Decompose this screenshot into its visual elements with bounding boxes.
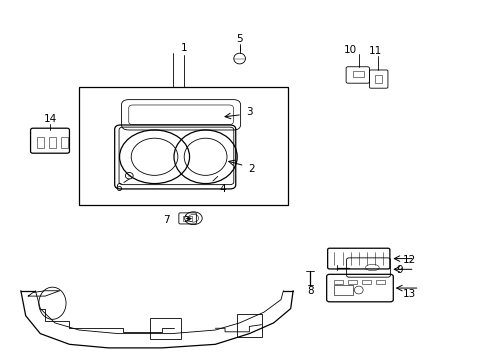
Bar xyxy=(334,280,343,284)
Bar xyxy=(183,216,187,221)
Bar xyxy=(61,137,68,148)
Text: 12: 12 xyxy=(403,255,416,265)
Text: 7: 7 xyxy=(163,215,170,225)
Bar xyxy=(79,87,287,205)
Text: 4: 4 xyxy=(219,184,225,194)
Text: 11: 11 xyxy=(368,46,382,57)
Text: 2: 2 xyxy=(248,164,255,174)
Bar xyxy=(188,216,192,221)
Bar xyxy=(375,280,384,284)
Bar xyxy=(49,137,56,148)
Bar xyxy=(352,71,363,77)
Bar xyxy=(237,314,261,337)
Text: 5: 5 xyxy=(236,34,243,44)
Bar xyxy=(334,285,352,296)
Bar xyxy=(361,280,370,284)
Bar xyxy=(374,75,381,83)
Text: 6: 6 xyxy=(115,183,121,193)
Bar xyxy=(347,280,356,284)
Text: 10: 10 xyxy=(343,45,356,55)
Text: 1: 1 xyxy=(180,43,186,53)
Text: 8: 8 xyxy=(306,287,313,296)
Text: 13: 13 xyxy=(403,289,416,299)
Bar xyxy=(37,137,44,148)
Text: 14: 14 xyxy=(43,114,57,124)
Text: 3: 3 xyxy=(245,107,252,117)
Bar xyxy=(149,318,181,339)
Text: 9: 9 xyxy=(396,265,403,275)
